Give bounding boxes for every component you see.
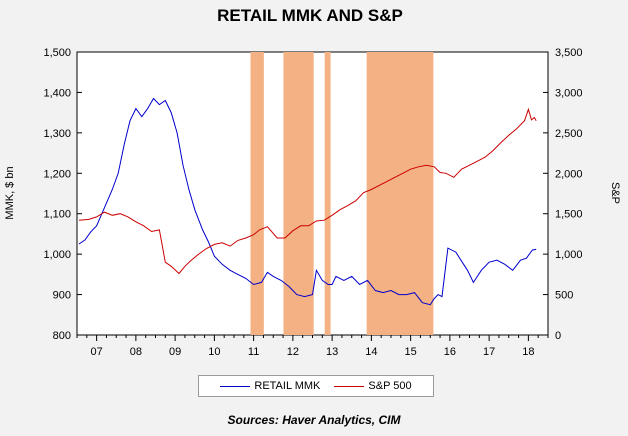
x-tick-label: 15: [405, 346, 417, 358]
x-tick-label: 11: [248, 346, 259, 358]
right-tick-label: 2,000: [555, 168, 583, 180]
series-line-retail-mmk: [78, 97, 537, 306]
series-line-s-p-500: [78, 107, 537, 275]
legend-swatch-retail-mmk: [220, 385, 251, 387]
x-axis: 07 08 09 10 11 12 13 14 15 16 17 18: [76, 335, 549, 358]
left-tick-label: 1,400: [43, 87, 71, 99]
right-tick-label: 500: [555, 290, 573, 302]
right-tick-label: 0: [555, 330, 561, 342]
right-axis: 0 500 1,000 1,500 2,000 2,500 3,000 3,500: [543, 47, 583, 342]
shade-band-4: [366, 52, 434, 335]
shade-band-1: [250, 52, 264, 335]
x-tick-label: 18: [522, 346, 534, 358]
shade-band-3: [324, 52, 331, 335]
x-tick-label: 10: [208, 346, 220, 358]
x-tick-label: 16: [444, 346, 456, 358]
y-axis-label-left: MMK, $ bn: [4, 166, 16, 219]
right-tick-label: 1,500: [555, 209, 583, 221]
legend: RETAIL MMK S&P 500: [198, 375, 434, 397]
legend-label-retail-mmk: RETAIL MMK: [254, 380, 321, 392]
chart-title: RETAIL MMK AND S&P: [217, 6, 403, 25]
legend-item-sp500: S&P 500: [334, 380, 412, 392]
left-tick-label: 1,200: [43, 168, 71, 180]
legend-label-sp500: S&P 500: [368, 380, 412, 392]
left-tick-label: 900: [53, 290, 71, 302]
source-note: Sources: Haver Analytics, CIM: [227, 413, 401, 427]
left-axis: 800 900 1,000 1,100 1,200 1,300 1,400 1,500: [43, 47, 82, 342]
legend-item-retail-mmk: RETAIL MMK: [220, 380, 320, 392]
legend-swatch-sp500: [334, 385, 365, 387]
left-tick-label: 1,000: [43, 249, 71, 261]
x-tick-label: 13: [326, 346, 338, 358]
right-tick-label: 2,500: [555, 128, 583, 140]
x-tick-label: 08: [130, 346, 142, 358]
left-tick-label: 1,500: [43, 47, 71, 59]
x-tick-label: 09: [169, 346, 181, 358]
y-axis-label-right: S&P: [609, 182, 621, 204]
series-lines: [78, 97, 537, 306]
x-tick-label: 14: [365, 346, 377, 358]
right-tick-label: 1,000: [555, 249, 583, 261]
left-tick-label: 1,300: [43, 128, 71, 140]
recession-shading: [250, 52, 434, 335]
x-tick-label: 07: [91, 346, 103, 358]
left-tick-label: 800: [53, 330, 71, 342]
x-tick-label: 12: [287, 346, 299, 358]
shade-band-2: [283, 52, 314, 335]
left-tick-label: 1,100: [43, 209, 71, 221]
x-tick-label: 17: [483, 346, 495, 358]
right-tick-label: 3,500: [555, 47, 583, 59]
right-tick-label: 3,000: [555, 87, 583, 99]
